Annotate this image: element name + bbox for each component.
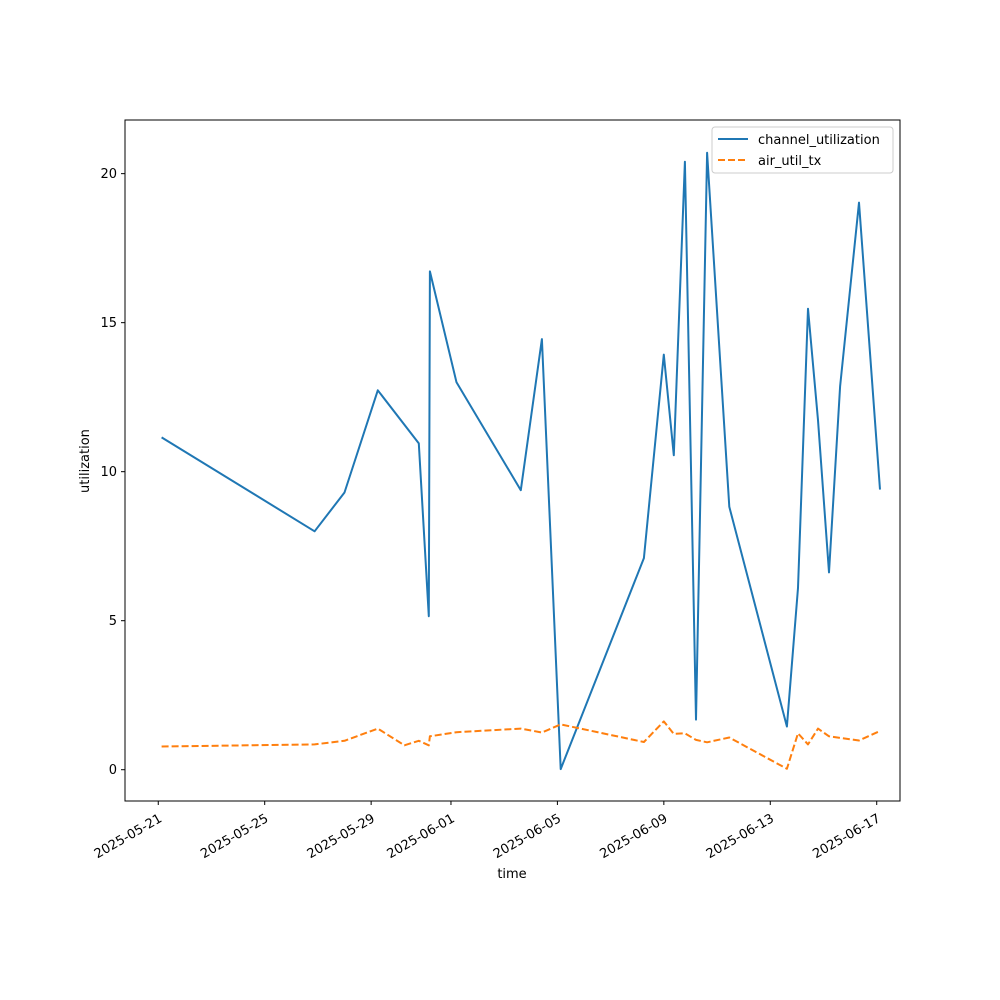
y-axis-label: utilization: [78, 429, 93, 493]
y-tick-label: 20: [100, 167, 117, 182]
x-axis-ticks: 2025-05-21 2025-05-25 2025-05-29 2025-06-01…: [92, 801, 883, 862]
x-tick-label: 2025-06-09: [597, 811, 670, 862]
y-tick-label: 5: [109, 614, 117, 629]
x-tick-label: 2025-06-01: [385, 811, 458, 862]
y-tick-label: 15: [100, 316, 117, 331]
plot-frame: [124, 119, 901, 802]
x-tick-label: 2025-06-05: [491, 811, 564, 862]
x-tick-label: 2025-06-13: [704, 811, 777, 862]
y-tick-label: 0: [109, 763, 117, 778]
x-tick-label: 2025-05-25: [198, 811, 271, 862]
legend-box: [711, 126, 894, 174]
series-layer: [161, 151, 881, 771]
legend-label-channel-utilization: channel_utilization: [758, 133, 880, 148]
series-line-channel-utilization: [161, 151, 881, 771]
y-tick-label: 10: [100, 465, 117, 480]
x-axis-label: time: [497, 867, 526, 882]
series-line-air-util-tx: [161, 720, 881, 770]
x-tick-label: 2025-06-17: [810, 811, 883, 862]
x-tick-label: 2025-05-21: [92, 811, 165, 862]
x-tick-label: 2025-05-29: [305, 811, 378, 862]
legend-label-air-util-tx: air_util_tx: [758, 154, 822, 169]
legend: channel_utilization air_util_tx: [711, 126, 894, 174]
y-axis-ticks: 0 5 10 15 20: [100, 167, 125, 778]
